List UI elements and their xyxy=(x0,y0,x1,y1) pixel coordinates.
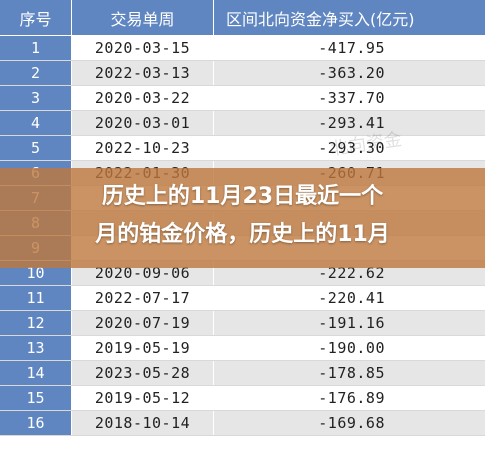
table-row: 3 2020-03-22 -337.70 xyxy=(0,86,485,111)
row-week: 2020-03-22 xyxy=(72,86,214,110)
table-row: 16 2018-10-14 -169.68 xyxy=(0,411,485,436)
row-value: -178.85 xyxy=(214,361,485,385)
table-row: 13 2019-05-19 -190.00 xyxy=(0,336,485,361)
table-row: 15 2019-05-12 -176.89 xyxy=(0,386,485,411)
row-value: -293.41 xyxy=(214,111,485,135)
row-index: 5 xyxy=(0,136,72,160)
row-index: 14 xyxy=(0,361,72,385)
row-week: 2022-03-13 xyxy=(72,61,214,85)
headline-line-2: 月的铂金价格，历史上的11月 xyxy=(95,222,390,247)
table-row: 1 2020-03-15 -417.95 xyxy=(0,36,485,61)
row-value: -337.70 xyxy=(214,86,485,110)
row-week: 2020-07-19 xyxy=(72,311,214,335)
row-value: -293.30 xyxy=(214,136,485,160)
row-value: -190.00 xyxy=(214,336,485,360)
row-week: 2020-03-01 xyxy=(72,111,214,135)
row-index: 2 xyxy=(0,61,72,85)
row-index: 13 xyxy=(0,336,72,360)
row-index: 12 xyxy=(0,311,72,335)
row-index: 3 xyxy=(0,86,72,110)
row-week: 2022-07-17 xyxy=(72,286,214,310)
header-index: 序号 xyxy=(0,0,72,35)
headline-line-1: 历史上的11月23日最近一个 xyxy=(101,184,384,209)
row-index: 11 xyxy=(0,286,72,310)
table-row: 4 2020-03-01 -293.41 xyxy=(0,111,485,136)
row-value: -417.95 xyxy=(214,36,485,60)
table-row: 5 2022-10-23 -293.30 xyxy=(0,136,485,161)
row-index: 1 xyxy=(0,36,72,60)
table-row: 14 2023-05-28 -178.85 xyxy=(0,361,485,386)
row-value: -169.68 xyxy=(214,411,485,435)
header-value: 区间北向资金净买入(亿元) xyxy=(214,0,485,35)
row-value: -176.89 xyxy=(214,386,485,410)
headline-banner xyxy=(0,168,485,268)
row-index: 15 xyxy=(0,386,72,410)
table-header: 序号 交易单周 区间北向资金净买入(亿元) xyxy=(0,0,485,36)
row-week: 2019-05-19 xyxy=(72,336,214,360)
table-row: 11 2022-07-17 -220.41 xyxy=(0,286,485,311)
header-week: 交易单周 xyxy=(72,0,214,35)
row-index: 4 xyxy=(0,111,72,135)
row-week: 2022-10-23 xyxy=(72,136,214,160)
row-week: 2020-03-15 xyxy=(72,36,214,60)
row-week: 2018-10-14 xyxy=(72,411,214,435)
headline: 历史上的11月23日最近一个 月的铂金价格，历史上的11月 xyxy=(0,178,485,254)
row-value: -191.16 xyxy=(214,311,485,335)
row-index: 16 xyxy=(0,411,72,435)
row-value: -220.41 xyxy=(214,286,485,310)
table-row: 2 2022-03-13 -363.20 xyxy=(0,61,485,86)
row-week: 2019-05-12 xyxy=(72,386,214,410)
row-value: -363.20 xyxy=(214,61,485,85)
row-week: 2023-05-28 xyxy=(72,361,214,385)
table-row: 12 2020-07-19 -191.16 xyxy=(0,311,485,336)
